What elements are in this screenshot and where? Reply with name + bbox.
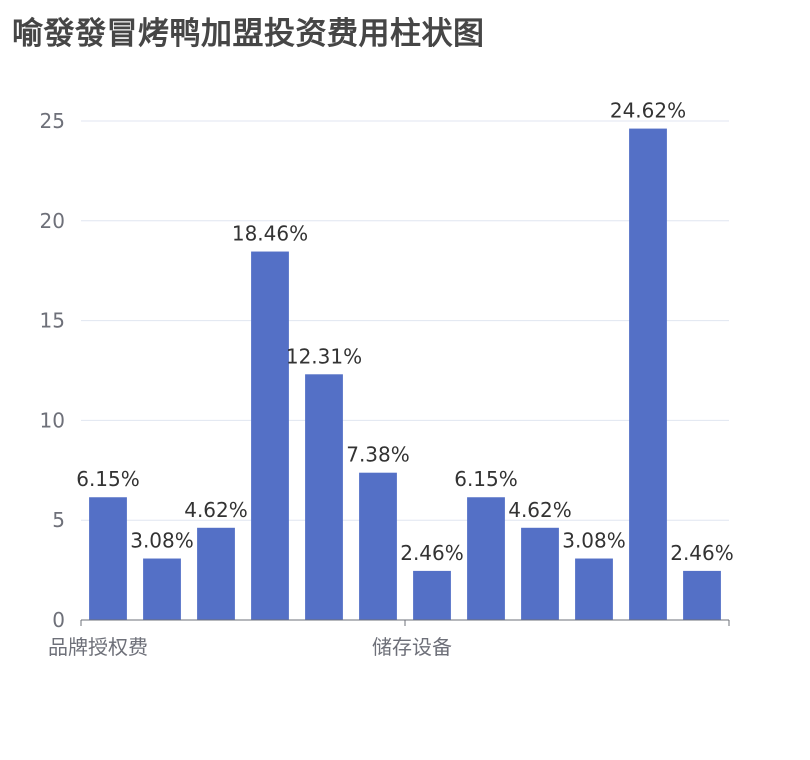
x-tick-label: 储存设备 <box>372 635 452 659</box>
y-tick-label: 15 <box>40 309 65 333</box>
data-label: 7.38% <box>346 443 410 467</box>
bars <box>89 128 721 621</box>
bar <box>683 570 721 620</box>
data-label: 2.46% <box>400 541 464 565</box>
x-axis: 品牌授权费 储存设备 <box>48 619 730 659</box>
y-tick-label: 10 <box>40 408 65 432</box>
y-tick-label: 25 <box>40 109 65 133</box>
data-label: 24.62% <box>610 99 686 123</box>
bar <box>629 128 667 621</box>
chart-title: 喻發發冒烤鸭加盟投资费用柱状图 <box>12 16 485 52</box>
data-label: 18.46% <box>232 222 308 246</box>
data-label: 12.31% <box>286 344 362 368</box>
data-label: 3.08% <box>130 529 194 553</box>
bar <box>575 558 613 620</box>
bar <box>413 570 451 620</box>
y-tick-label: 0 <box>52 608 65 632</box>
data-label: 6.15% <box>454 467 518 491</box>
bar <box>359 472 397 620</box>
y-axis-ticks: 0 5 10 15 20 25 <box>40 109 65 632</box>
grid-lines <box>81 120 729 521</box>
data-label: 2.46% <box>670 541 734 565</box>
data-label: 6.15% <box>76 467 140 491</box>
bar <box>197 527 235 620</box>
bar <box>467 497 505 620</box>
y-tick-label: 5 <box>52 508 65 532</box>
bar <box>305 374 343 620</box>
bar <box>251 251 289 621</box>
x-tick-label: 品牌授权费 <box>48 635 148 659</box>
y-tick-label: 20 <box>40 209 65 233</box>
data-label: 3.08% <box>562 529 626 553</box>
data-label: 4.62% <box>184 498 248 522</box>
bar <box>143 558 181 620</box>
bar <box>521 527 559 620</box>
data-label: 4.62% <box>508 498 572 522</box>
data-labels: 6.15% 3.08% 4.62% 18.46% 12.31% 7.38% 2.46% 6.1… <box>76 99 734 565</box>
bar <box>89 497 127 620</box>
